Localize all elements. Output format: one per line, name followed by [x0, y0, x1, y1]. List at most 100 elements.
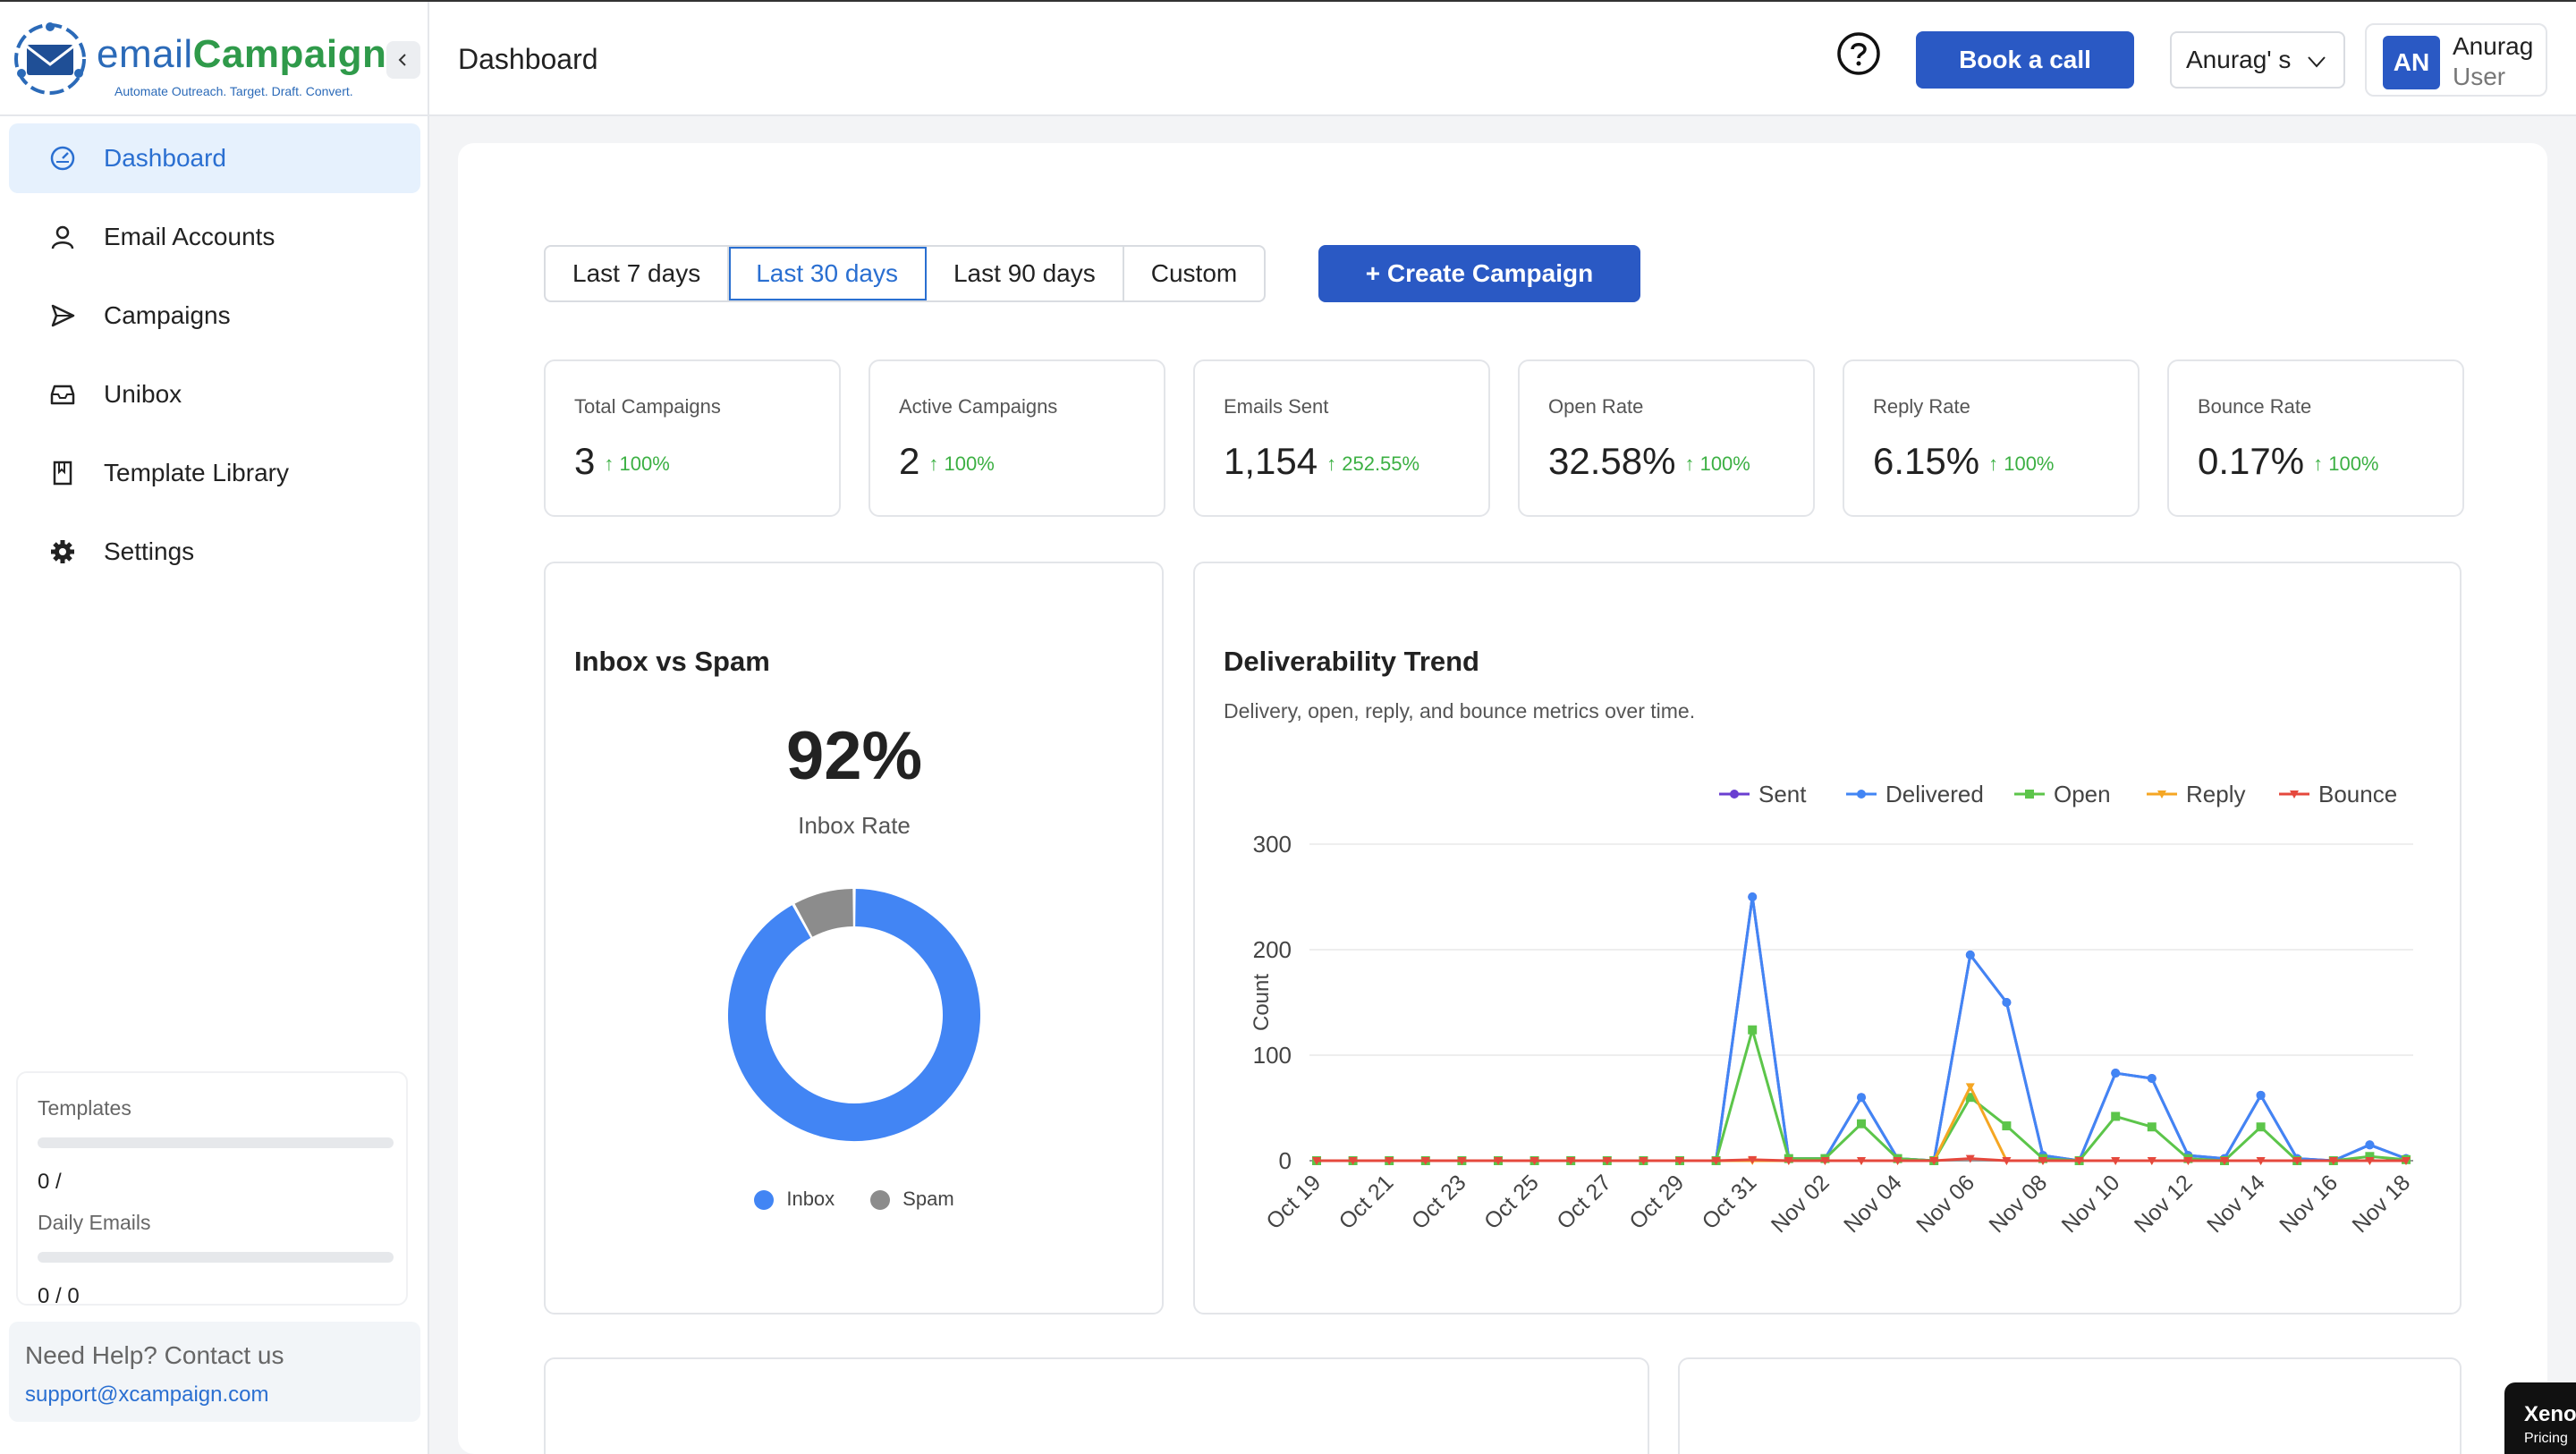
range-custom[interactable]: Custom [1123, 247, 1265, 300]
data-point-bounce [2365, 1157, 2375, 1165]
data-point-bounce [1312, 1157, 1321, 1165]
sidebar-item-label: Unibox [104, 380, 182, 408]
legend-item-bounce[interactable]: Bounce [2279, 781, 2397, 807]
sidebar-item-template-library[interactable]: Template Library [9, 438, 420, 508]
user-menu[interactable]: AN Anurag User [2365, 23, 2547, 97]
arrow-up-icon: ↑ [1684, 452, 1695, 475]
range-last-90-days[interactable]: Last 90 days [926, 247, 1124, 300]
donut-slice-inbox[interactable] [728, 889, 980, 1141]
sidebar-item-label: Template Library [104, 459, 289, 486]
avatar: AN [2383, 36, 2440, 89]
range-last-30-days[interactable]: Last 30 days [729, 247, 927, 300]
deliverability-trend-panel: Deliverability Trend Delivery, open, rep… [1193, 562, 2462, 1315]
stat-title: Open Rate [1548, 395, 1644, 418]
data-point-delivered [2256, 1090, 2266, 1100]
chevron-left-icon [398, 54, 406, 66]
stat-card-emails-sent: Emails Sent 1,154 ↑ 252.55% [1193, 359, 1490, 517]
brand-logo[interactable]: emailCampaign Automate Outreach. Target.… [11, 14, 386, 104]
legend-dot [870, 1190, 891, 1211]
legend-item-spam[interactable]: Spam [870, 1188, 954, 1211]
arrow-up-icon: ↑ [604, 452, 614, 475]
sidebar-item-email-accounts[interactable]: Email Accounts [9, 202, 420, 272]
data-point-bounce [2074, 1157, 2084, 1165]
data-point-bounce [1420, 1157, 1430, 1165]
legend-item-delivered[interactable]: Delivered [1846, 781, 1984, 807]
x-tick-label: Nov 14 [2202, 1170, 2270, 1238]
inbox-rate-value: 92% [785, 718, 923, 794]
x-tick-label: Nov 04 [1839, 1170, 1907, 1238]
legend-item-sent[interactable]: Sent [1719, 781, 1807, 807]
sidebar-item-label: Email Accounts [104, 223, 275, 250]
divider [428, 2, 429, 118]
panel-title: Inbox vs Spam [574, 646, 770, 677]
data-point-bounce [2220, 1157, 2229, 1165]
data-point-open [2111, 1112, 2121, 1121]
legend-item-reply[interactable]: Reply [2147, 781, 2245, 807]
svg-text:Open: Open [2054, 781, 2111, 807]
workspace-select[interactable]: Anurag' s [2170, 31, 2345, 89]
data-point-bounce [1820, 1157, 1830, 1165]
legend-item-open[interactable]: Open [2014, 781, 2111, 807]
stat-value: 1,154 ↑ 252.55% [1224, 440, 1420, 482]
data-point-bounce [1457, 1157, 1467, 1165]
templates-usage-bar [38, 1137, 394, 1148]
chevron-down-icon [2308, 56, 2326, 68]
x-tick-label: Nov 18 [2347, 1170, 2415, 1238]
x-tick-label: Nov 02 [1767, 1170, 1835, 1238]
y-axis-label: Count [1250, 974, 1274, 1031]
help-card: Need Help? Contact us support@xcampaign.… [9, 1322, 420, 1422]
data-point-bounce [1639, 1157, 1648, 1165]
brand-name: emailCampaign [97, 32, 387, 76]
data-point-bounce [2002, 1157, 2012, 1165]
user-name: Anurag [2453, 32, 2534, 60]
sidebar-item-settings[interactable]: Settings [9, 517, 420, 587]
user-role: User [2453, 63, 2506, 90]
data-point-bounce [1530, 1157, 1539, 1165]
sidebar-item-campaigns[interactable]: Campaigns [9, 281, 420, 351]
data-point-open [1857, 1119, 1866, 1129]
data-point-delivered [1965, 950, 1975, 959]
create-campaign-button[interactable]: + Create Campaign [1318, 245, 1640, 302]
data-point-open [2365, 1152, 2375, 1162]
inbox-spam-donut-chart [728, 889, 980, 1141]
sidebar: Dashboard Email Accounts Campaigns Unibo… [0, 116, 429, 1454]
sidebar-item-label: Dashboard [104, 144, 226, 172]
x-tick-label: Nov 10 [2057, 1170, 2125, 1238]
svg-text:Reply: Reply [2186, 781, 2245, 807]
range-last-7-days[interactable]: Last 7 days [546, 247, 730, 300]
stat-value: 2 ↑ 100% [899, 440, 995, 482]
book-call-button[interactable]: Book a call [1916, 31, 2134, 89]
data-point-delivered [2002, 998, 2012, 1007]
data-point-open [1965, 1093, 1975, 1103]
x-tick-label: Oct 25 [1479, 1170, 1544, 1234]
legend-item-inbox[interactable]: Inbox [754, 1188, 835, 1211]
data-point-bounce [2038, 1157, 2047, 1165]
data-point-bounce [1348, 1157, 1358, 1165]
collapse-sidebar-button[interactable] [386, 41, 420, 79]
user-icon [47, 221, 79, 253]
stat-value: 3 ↑ 100% [574, 440, 670, 482]
send-icon [47, 300, 79, 332]
templates-usage-label: Templates [38, 1096, 131, 1120]
sidebar-item-unibox[interactable]: Unibox [9, 359, 420, 429]
support-email-link[interactable]: support@xcampaign.com [25, 1382, 269, 1407]
stat-card-bounce-rate: Bounce Rate 0.17% ↑ 100% [2167, 359, 2464, 517]
data-point-bounce [2402, 1157, 2411, 1165]
x-tick-label: Oct 19 [1261, 1170, 1326, 1234]
stat-title: Reply Rate [1873, 395, 1970, 418]
x-tick-label: Oct 31 [1698, 1170, 1762, 1234]
help-icon[interactable] [1835, 30, 1882, 77]
y-tick-label: 300 [1253, 831, 1292, 858]
brand-tagline: Automate Outreach. Target. Draft. Conver… [114, 84, 353, 98]
stat-title: Emails Sent [1224, 395, 1329, 418]
inbox-icon [47, 378, 79, 410]
donut-slice-spam[interactable] [794, 889, 854, 937]
daily-emails-label: Daily Emails [38, 1211, 151, 1234]
data-point-bounce [1893, 1157, 1902, 1165]
panel-subtitle: Delivery, open, reply, and bounce metric… [1224, 699, 1696, 723]
sidebar-item-dashboard[interactable]: Dashboard [9, 123, 420, 193]
floating-badge[interactable]: Xeno Pricing [2504, 1382, 2576, 1454]
help-title: Need Help? Contact us [25, 1341, 284, 1369]
x-tick-label: Nov 06 [1911, 1170, 1979, 1238]
data-point-bounce [1857, 1157, 1866, 1165]
